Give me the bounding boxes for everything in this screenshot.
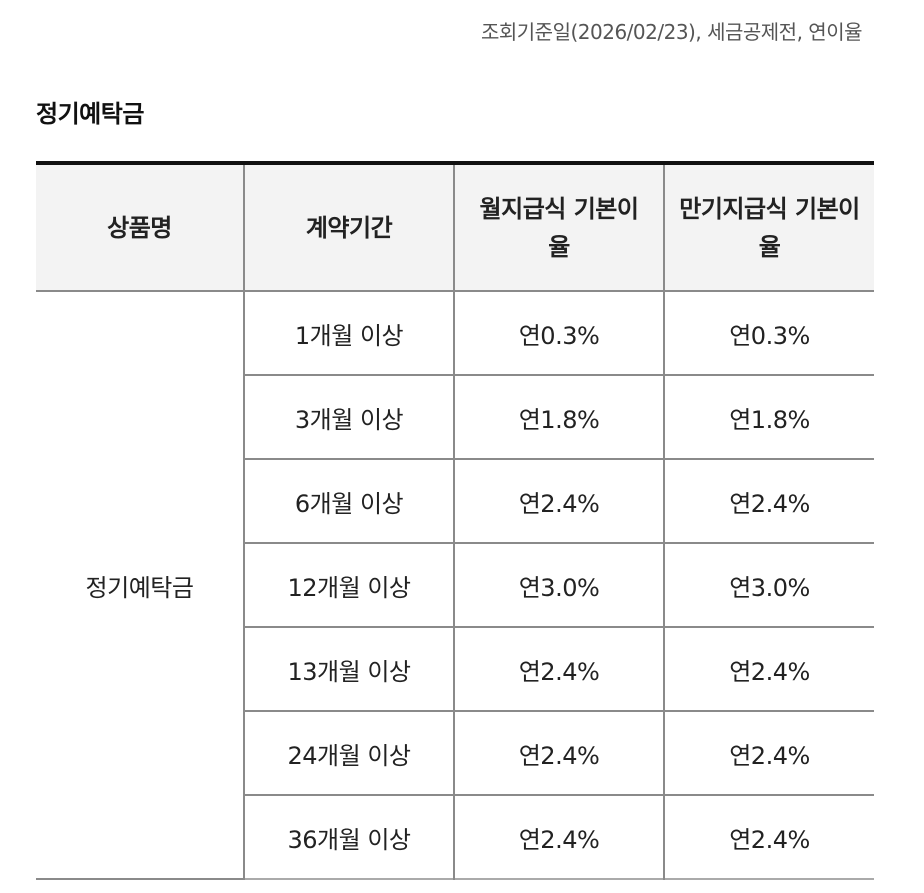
table-row: 36개월 이상 연2.4% 연2.4% [36,795,874,879]
rate-table: 상품명 계약기간 월지급식 기본이율 만기지급식 기본이율 정기예탁금 1개월 … [36,161,874,880]
rate-table-header: 상품명 계약기간 월지급식 기본이율 만기지급식 기본이율 [36,163,874,292]
term-cell: 12개월 이상 [243,543,454,628]
header-product-name: 상품명 [36,163,244,292]
monthly-rate-cell: 연3.0% [453,543,664,628]
header-contract-term: 계약기간 [243,163,454,292]
maturity-rate-cell: 연3.0% [663,543,874,628]
monthly-rate-cell: 연0.3% [453,291,664,376]
header-maturity-rate: 만기지급식 기본이율 [663,163,874,292]
table-row: 24개월 이상 연2.4% 연2.4% [36,711,874,796]
table-row: 정기예탁금 1개월 이상 연0.3% 연0.3% [36,291,874,880]
term-cell: 36개월 이상 [243,795,454,879]
maturity-rate-cell: 연2.4% [663,459,874,544]
term-cell: 6개월 이상 [243,459,454,544]
maturity-rate-cell: 연0.3% [663,291,874,376]
table-row: 3개월 이상 연1.8% 연1.8% [36,375,874,460]
term-cell: 13개월 이상 [243,627,454,712]
monthly-rate-cell: 연1.8% [453,375,664,460]
header-row: 상품명 계약기간 월지급식 기본이율 만기지급식 기본이율 [36,163,874,292]
monthly-rate-cell: 연2.4% [453,795,664,879]
section-title: 정기예탁금 [36,100,144,128]
table-row: 12개월 이상 연3.0% 연3.0% [36,543,874,628]
maturity-rate-cell: 연2.4% [663,795,874,879]
maturity-rate-cell: 연1.8% [663,375,874,460]
term-cell: 1개월 이상 [243,291,454,376]
product-name-cell: 정기예탁금 [36,291,244,880]
term-cell: 24개월 이상 [243,711,454,796]
reference-date-note: 조회기준일(2026/02/23), 세금공제전, 연이율 [480,20,863,44]
term-cell: 3개월 이상 [243,375,454,460]
maturity-rate-cell: 연2.4% [663,627,874,712]
header-monthly-rate: 월지급식 기본이율 [453,163,664,292]
table-row: 13개월 이상 연2.4% 연2.4% [36,627,874,712]
monthly-rate-cell: 연2.4% [453,459,664,544]
rate-table-body: 정기예탁금 1개월 이상 연0.3% 연0.3% 3개월 이상 연1.8% 연1… [36,291,874,880]
table-row: 6개월 이상 연2.4% 연2.4% [36,459,874,544]
monthly-rate-cell: 연2.4% [453,627,664,712]
maturity-rate-cell: 연2.4% [663,711,874,796]
monthly-rate-cell: 연2.4% [453,711,664,796]
